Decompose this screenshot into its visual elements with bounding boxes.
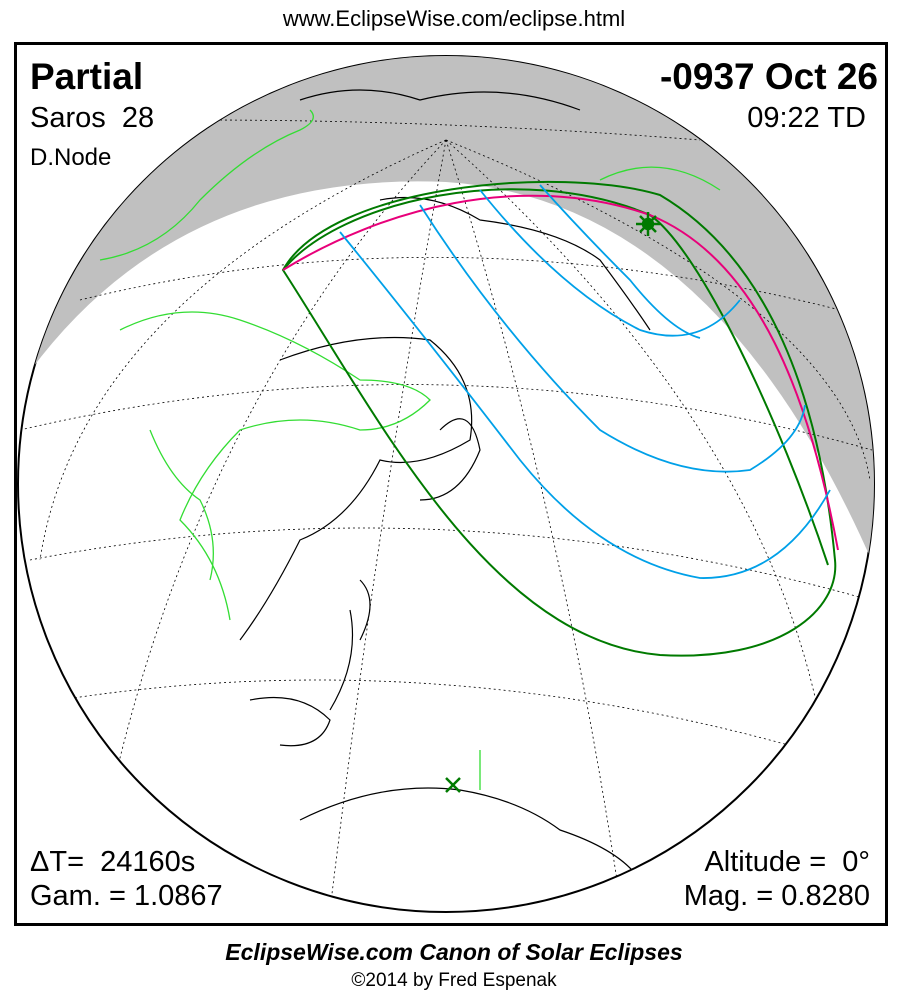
magnitude-curves xyxy=(339,184,831,579)
copyright: ©2014 by Fred Espenak xyxy=(351,970,557,991)
sunrise-sunset-curve xyxy=(282,194,839,551)
delta-t: ΔT= 24160s xyxy=(30,846,196,878)
header-url[interactable]: www.EclipseWise.com/eclipse.html xyxy=(282,6,626,31)
magnitude: Mag. = 0.8280 xyxy=(683,880,870,912)
eclipse-date: -0937 Oct 26 xyxy=(659,56,878,97)
eclipse-outer-limit xyxy=(281,180,837,657)
saros-number: Saros 28 xyxy=(30,102,155,134)
node: D.Node xyxy=(30,144,112,171)
altitude: Altitude = 0° xyxy=(704,846,870,878)
coastlines xyxy=(239,89,651,881)
country-borders xyxy=(99,109,721,790)
footer-title: EclipseWise.com Canon of Solar Eclipses xyxy=(225,939,683,965)
eclipse-type: Partial xyxy=(30,56,144,97)
greatest-eclipse-star-icon xyxy=(636,212,660,236)
eclipse-time: 09:22 TD xyxy=(747,102,866,134)
gamma: Gam. = 1.0867 xyxy=(30,880,223,912)
subsolar-x-mark-icon xyxy=(445,777,461,793)
map-frame xyxy=(14,42,888,926)
graticule xyxy=(19,119,873,911)
